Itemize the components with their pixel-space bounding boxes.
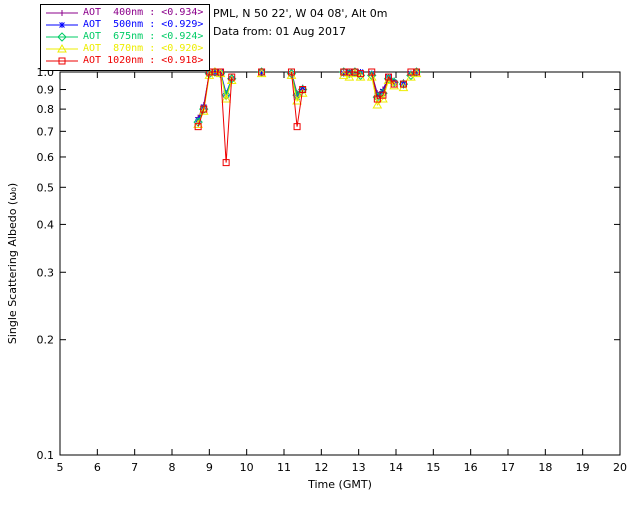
y-tick-label: 0.9 — [37, 84, 55, 97]
x-tick-label: 19 — [576, 461, 590, 474]
legend-label: AOT 500nm : <0.929> — [83, 19, 204, 30]
y-tick-label: 0.5 — [37, 181, 55, 194]
y-tick-label: 0.1 — [37, 449, 55, 462]
x-tick-label: 10 — [240, 461, 254, 474]
legend-item-aot-675nm: AOT 675nm : <0.924> — [45, 31, 203, 43]
x-tick-label: 20 — [613, 461, 627, 474]
x-axis-title: Time (GMT) — [307, 478, 372, 491]
y-tick-label: 0.6 — [37, 151, 55, 164]
y-axis: 1.00.90.80.70.60.50.40.30.20.1 — [37, 66, 620, 462]
legend-item-aot-500nm: AOT 500nm : <0.929> — [45, 19, 203, 31]
y-tick-label: 0.8 — [37, 103, 55, 116]
x-tick-label: 18 — [538, 461, 552, 474]
legend-label: AOT 400nm : <0.934> — [83, 7, 204, 18]
x-tick-label: 8 — [169, 461, 176, 474]
legend-line-sample — [46, 10, 78, 16]
plot-frame — [59, 71, 621, 456]
legend-item-aot-1020nm: AOT 1020nm : <0.918> — [45, 55, 203, 67]
chart-legend: AOT 400nm : <0.934> AOT 500nm : <0.929> AO… — [40, 4, 211, 71]
legend-line-sample — [46, 22, 78, 28]
series-aot-675nm — [193, 67, 422, 127]
y-tick-label: 0.7 — [37, 125, 55, 138]
y-tick-label: 0.2 — [37, 334, 55, 347]
legend-label: AOT 675nm : <0.924> — [83, 31, 204, 42]
chart-header: PML, N 50 22', W 04 08', Alt 0m Data fro… — [213, 5, 387, 41]
x-tick-label: 17 — [501, 461, 515, 474]
x-tick-label: 5 — [57, 461, 64, 474]
y-tick-label: 0.3 — [37, 266, 55, 279]
legend-line-sample — [46, 43, 78, 53]
series-aot-1020nm — [194, 68, 421, 167]
x-tick-label: 7 — [131, 461, 138, 474]
x-tick-label: 14 — [389, 461, 403, 474]
x-tick-label: 12 — [314, 461, 328, 474]
legend-item-aot-400nm: AOT 400nm : <0.934> — [45, 7, 203, 19]
x-tick-label: 6 — [94, 461, 101, 474]
x-axis: 5 6 7 8 9 10 11 12 13 14 15 16 17 18 19 20 — [57, 72, 627, 474]
legend-label: AOT 1020nm : <0.918> — [83, 55, 204, 66]
y-axis-title: Single Scattering Albedo (ω₀) — [6, 183, 19, 344]
x-tick-label: 11 — [277, 461, 291, 474]
data-date: Data from: 01 Aug 2017 — [213, 25, 347, 38]
x-tick-label: 15 — [426, 461, 440, 474]
x-tick-label: 16 — [464, 461, 478, 474]
x-tick-label: 9 — [206, 461, 213, 474]
legend-label: AOT 870nm : <0.920> — [83, 43, 204, 54]
legend-item-aot-870nm: AOT 870nm : <0.920> — [45, 43, 203, 55]
x-tick-label: 13 — [352, 461, 366, 474]
station-info: PML, N 50 22', W 04 08', Alt 0m — [213, 7, 388, 20]
legend-line-sample — [46, 32, 78, 42]
y-tick-label: 0.4 — [37, 218, 55, 231]
legend-line-sample — [46, 57, 78, 65]
